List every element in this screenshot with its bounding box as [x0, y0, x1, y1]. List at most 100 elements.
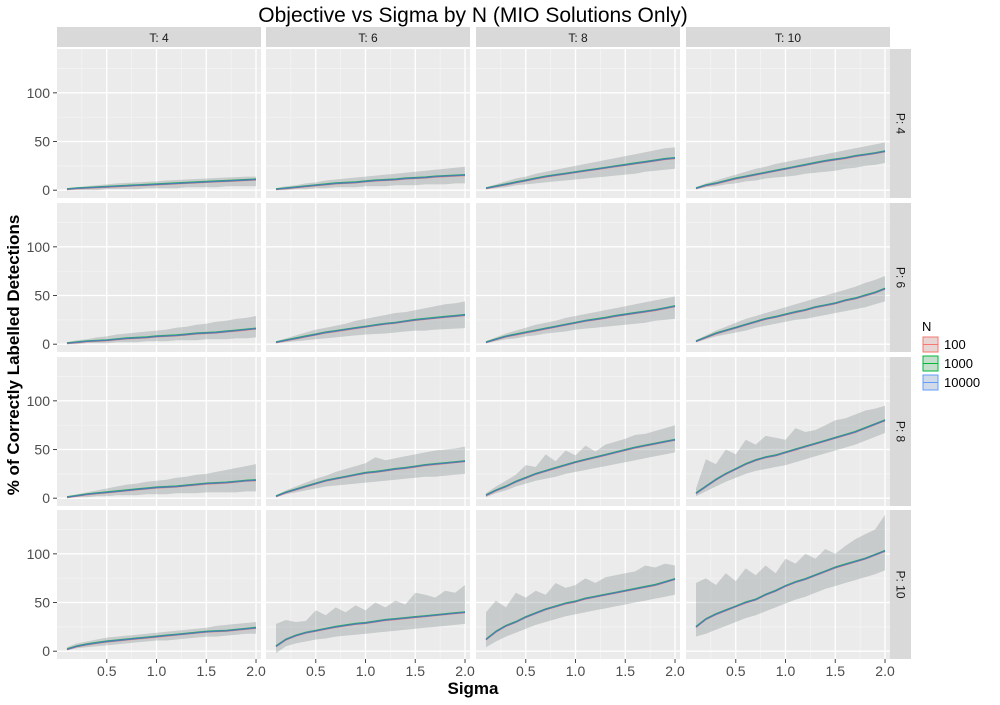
facet-panel	[266, 510, 470, 659]
x-tick-label: 0.5	[306, 663, 326, 679]
facet-panel	[686, 203, 890, 352]
panel-background	[476, 49, 680, 198]
ribbon-band	[67, 464, 256, 499]
mean-line	[485, 578, 676, 641]
legend-label: 100	[944, 337, 966, 352]
facet-panel	[476, 49, 680, 198]
ribbon-band	[486, 563, 675, 648]
legend-label: 1000	[944, 356, 973, 371]
y-tick-label: 0	[42, 336, 50, 352]
legend-label: 10000	[944, 375, 980, 390]
mean-line	[66, 327, 257, 344]
mean-line	[485, 305, 676, 343]
row-strip-label: P: 8	[894, 421, 908, 443]
row-strip-label: P: 6	[894, 267, 908, 289]
facet-panel	[686, 49, 890, 198]
panel-data	[66, 464, 257, 499]
mean-line	[695, 419, 886, 494]
panel-background	[57, 510, 261, 659]
y-tick-labels: 0 50 100 0 50 100 0 50 100 0 50 100	[27, 85, 57, 659]
mean-line	[66, 479, 257, 498]
facet-panel	[266, 49, 470, 198]
x-tick-label: 1.0	[356, 663, 376, 679]
facet-panel	[476, 203, 680, 352]
panel-data	[695, 405, 886, 497]
col-strip	[686, 27, 890, 47]
x-tick-label: 2.0	[665, 663, 685, 679]
legend-title: N	[922, 319, 931, 334]
panel-data	[695, 142, 886, 190]
panel-background	[686, 203, 890, 352]
mean-line	[485, 157, 676, 189]
y-tick-label: 50	[34, 595, 50, 611]
row-strip	[890, 49, 911, 198]
y-tick-label: 50	[34, 288, 50, 304]
panel-data	[66, 316, 257, 345]
facet-panel	[476, 510, 680, 659]
x-tick-label: 1.5	[406, 663, 426, 679]
facet-panel	[57, 510, 261, 659]
col-strip	[266, 27, 470, 47]
x-tick-label: 1.0	[776, 663, 796, 679]
y-tick-label: 100	[27, 239, 51, 255]
col-strip-label: T: 4	[149, 31, 169, 45]
mean-line	[485, 439, 676, 496]
panel-data	[485, 296, 676, 344]
ribbon-band	[696, 514, 885, 637]
panel-data	[485, 147, 676, 190]
y-tick-label: 100	[27, 85, 51, 101]
legend: N 100 1000 10000	[921, 319, 980, 392]
mean-line	[66, 627, 257, 650]
panel-data	[66, 176, 257, 191]
facet-panel	[266, 203, 470, 352]
x-axis-title: Sigma	[447, 679, 499, 698]
panel-data	[275, 585, 466, 654]
y-axis-title: % of Correctly Labelled Detections	[4, 215, 23, 496]
x-tick-label: 2.0	[246, 663, 266, 679]
y-tick-label: 50	[34, 442, 50, 458]
col-strip	[476, 27, 680, 47]
row-strip	[890, 510, 911, 659]
panel-background	[476, 510, 680, 659]
panel-data	[275, 166, 466, 191]
panel-background	[57, 357, 261, 506]
facet-panel	[476, 357, 680, 506]
row-strip-label: P: 10	[894, 570, 908, 598]
panel-data	[695, 276, 886, 343]
y-tick-label: 100	[27, 393, 51, 409]
x-tick-label: 1.5	[616, 663, 636, 679]
panel-background	[266, 357, 470, 506]
x-tick-label: 2.0	[875, 663, 895, 679]
row-strip	[890, 203, 911, 352]
facet-panel	[686, 510, 890, 659]
row-strip-label: P: 4	[894, 113, 908, 135]
x-tick-label: 0.5	[726, 663, 746, 679]
col-strip	[57, 27, 261, 47]
col-strip-label: T: 10	[775, 31, 801, 45]
y-tick-label: 100	[27, 546, 51, 562]
col-strip-label: T: 8	[568, 31, 588, 45]
x-tick-label: 0.5	[516, 663, 536, 679]
row-strip	[890, 357, 911, 506]
x-tick-label: 0.5	[97, 663, 117, 679]
panel-background	[686, 49, 890, 198]
ribbon-band	[67, 316, 256, 345]
mean-line	[66, 178, 257, 190]
mean-line	[695, 150, 886, 189]
panel-background	[476, 203, 680, 352]
chart-title: Objective vs Sigma by N (MIO Solutions O…	[258, 4, 687, 27]
facet-panel	[57, 357, 261, 506]
panel-data	[66, 622, 257, 651]
panel-background	[57, 203, 261, 352]
x-tick-label: 2.0	[455, 663, 475, 679]
mean-line	[275, 611, 466, 647]
col-strip-label: T: 6	[358, 31, 378, 45]
x-tick-label: 1.0	[147, 663, 167, 679]
mean-line	[275, 174, 466, 190]
y-tick-label: 0	[42, 643, 50, 659]
mean-line	[275, 314, 466, 343]
mean-line	[695, 550, 886, 628]
panel-data	[275, 301, 466, 344]
